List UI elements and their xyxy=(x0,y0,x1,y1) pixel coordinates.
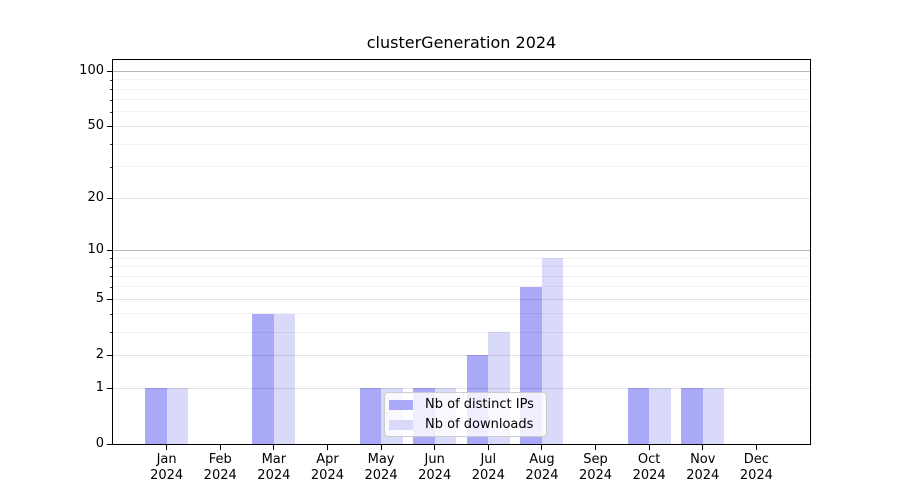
plot-area xyxy=(113,60,810,444)
y-tick-label: 1 xyxy=(95,380,104,395)
gridline-y-5 xyxy=(113,298,810,300)
x-tick-mark xyxy=(755,445,757,450)
x-tick-label: Oct 2024 xyxy=(632,452,666,483)
y-tick-mark xyxy=(107,198,113,200)
y-minor-tick-mark xyxy=(110,276,113,278)
bar-downloads xyxy=(541,258,564,444)
y-minor-tick-mark xyxy=(110,332,113,334)
bar-distinct-ips xyxy=(627,388,650,444)
x-tick-mark xyxy=(702,445,704,450)
gridline-y-2 xyxy=(113,354,810,356)
gridline-y-10 xyxy=(113,249,810,251)
y-tick-mark xyxy=(107,355,113,357)
y-tick-mark xyxy=(107,388,113,389)
gridline-y-100 xyxy=(113,70,810,72)
y-minor-tick-mark xyxy=(110,79,113,81)
x-tick-label: Jun 2024 xyxy=(418,452,452,483)
x-tick-mark xyxy=(273,445,275,450)
y-tick-label: 10 xyxy=(87,242,104,258)
legend-entry-downloads: Nb of downloads xyxy=(389,417,540,432)
bar-distinct-ips xyxy=(681,388,703,444)
y-tick-mark xyxy=(107,444,113,445)
legend-label-distinct-ips: Nb of distinct IPs xyxy=(425,397,534,412)
bar-downloads xyxy=(273,313,296,444)
bar-distinct-ips xyxy=(252,313,274,444)
bar-distinct-ips xyxy=(145,388,167,444)
y-minor-tick-mark xyxy=(110,111,113,113)
gridline-minor-y-70 xyxy=(113,99,810,101)
legend-swatch-distinct-ips xyxy=(389,399,413,410)
gridline-minor-y-80 xyxy=(113,88,810,90)
legend-swatch-downloads xyxy=(389,419,413,430)
gridline-minor-y-40 xyxy=(113,143,810,145)
y-tick-label: 0 xyxy=(95,436,104,451)
y-minor-tick-mark xyxy=(110,266,113,268)
x-tick-label: May 2024 xyxy=(364,452,398,483)
x-tick-mark xyxy=(434,445,436,450)
x-tick-label: Nov 2024 xyxy=(686,452,720,483)
chart-title: clusterGeneration 2024 xyxy=(366,33,557,52)
bar-downloads xyxy=(702,388,725,444)
legend-entry-distinct-ips: Nb of distinct IPs xyxy=(389,397,540,412)
y-minor-tick-mark xyxy=(110,89,113,91)
gridline-minor-y-3 xyxy=(113,331,810,333)
y-tick-label: 5 xyxy=(95,291,104,307)
legend-label-downloads: Nb of downloads xyxy=(425,417,534,432)
bar-distinct-ips xyxy=(359,388,382,444)
y-tick-label: 20 xyxy=(87,190,104,206)
gridline-y-50 xyxy=(113,125,810,127)
y-minor-tick-mark xyxy=(110,258,113,259)
x-tick-mark xyxy=(648,445,650,450)
gridline-y-20 xyxy=(113,197,810,199)
x-tick-label: Mar 2024 xyxy=(257,452,291,483)
gridline-minor-y-90 xyxy=(113,79,810,81)
bar-downloads xyxy=(649,388,671,444)
x-tick-mark xyxy=(219,445,221,450)
y-minor-tick-mark xyxy=(110,144,113,146)
y-tick-label: 2 xyxy=(95,347,104,363)
x-tick-label: Aug 2024 xyxy=(525,452,559,483)
gridline-minor-y-30 xyxy=(113,166,810,168)
gridline-minor-y-4 xyxy=(113,313,810,315)
legend: Nb of distinct IPs Nb of downloads xyxy=(384,392,547,437)
y-tick-label: 50 xyxy=(87,118,104,134)
x-tick-label: Dec 2024 xyxy=(739,452,773,483)
gridline-minor-y-6 xyxy=(113,286,810,288)
y-minor-tick-mark xyxy=(110,166,113,168)
gridline-y-1 xyxy=(113,387,810,389)
bar-downloads xyxy=(166,388,189,444)
x-tick-mark xyxy=(541,445,543,450)
x-tick-mark xyxy=(487,445,489,450)
gridline-minor-y-8 xyxy=(113,266,810,267)
y-tick-mark xyxy=(107,299,113,301)
x-tick-label: Jul 2024 xyxy=(471,452,505,483)
x-tick-mark xyxy=(595,445,597,450)
x-tick-label: Jan 2024 xyxy=(150,452,184,483)
x-tick-mark xyxy=(326,445,328,450)
y-tick-label: 100 xyxy=(79,63,104,79)
y-tick-mark xyxy=(107,126,113,128)
y-minor-tick-mark xyxy=(110,99,113,101)
gridline-minor-y-60 xyxy=(113,111,810,113)
x-tick-label: Feb 2024 xyxy=(203,452,237,483)
gridline-minor-y-9 xyxy=(113,257,810,259)
x-tick-mark xyxy=(166,445,168,450)
x-tick-mark xyxy=(380,445,382,450)
gridline-minor-y-7 xyxy=(113,275,810,277)
y-tick-mark xyxy=(107,250,113,252)
y-tick-mark xyxy=(107,71,113,73)
y-minor-tick-mark xyxy=(110,313,113,315)
y-minor-tick-mark xyxy=(110,286,113,288)
x-tick-label: Sep 2024 xyxy=(578,452,613,483)
x-tick-label: Apr 2024 xyxy=(310,452,344,483)
